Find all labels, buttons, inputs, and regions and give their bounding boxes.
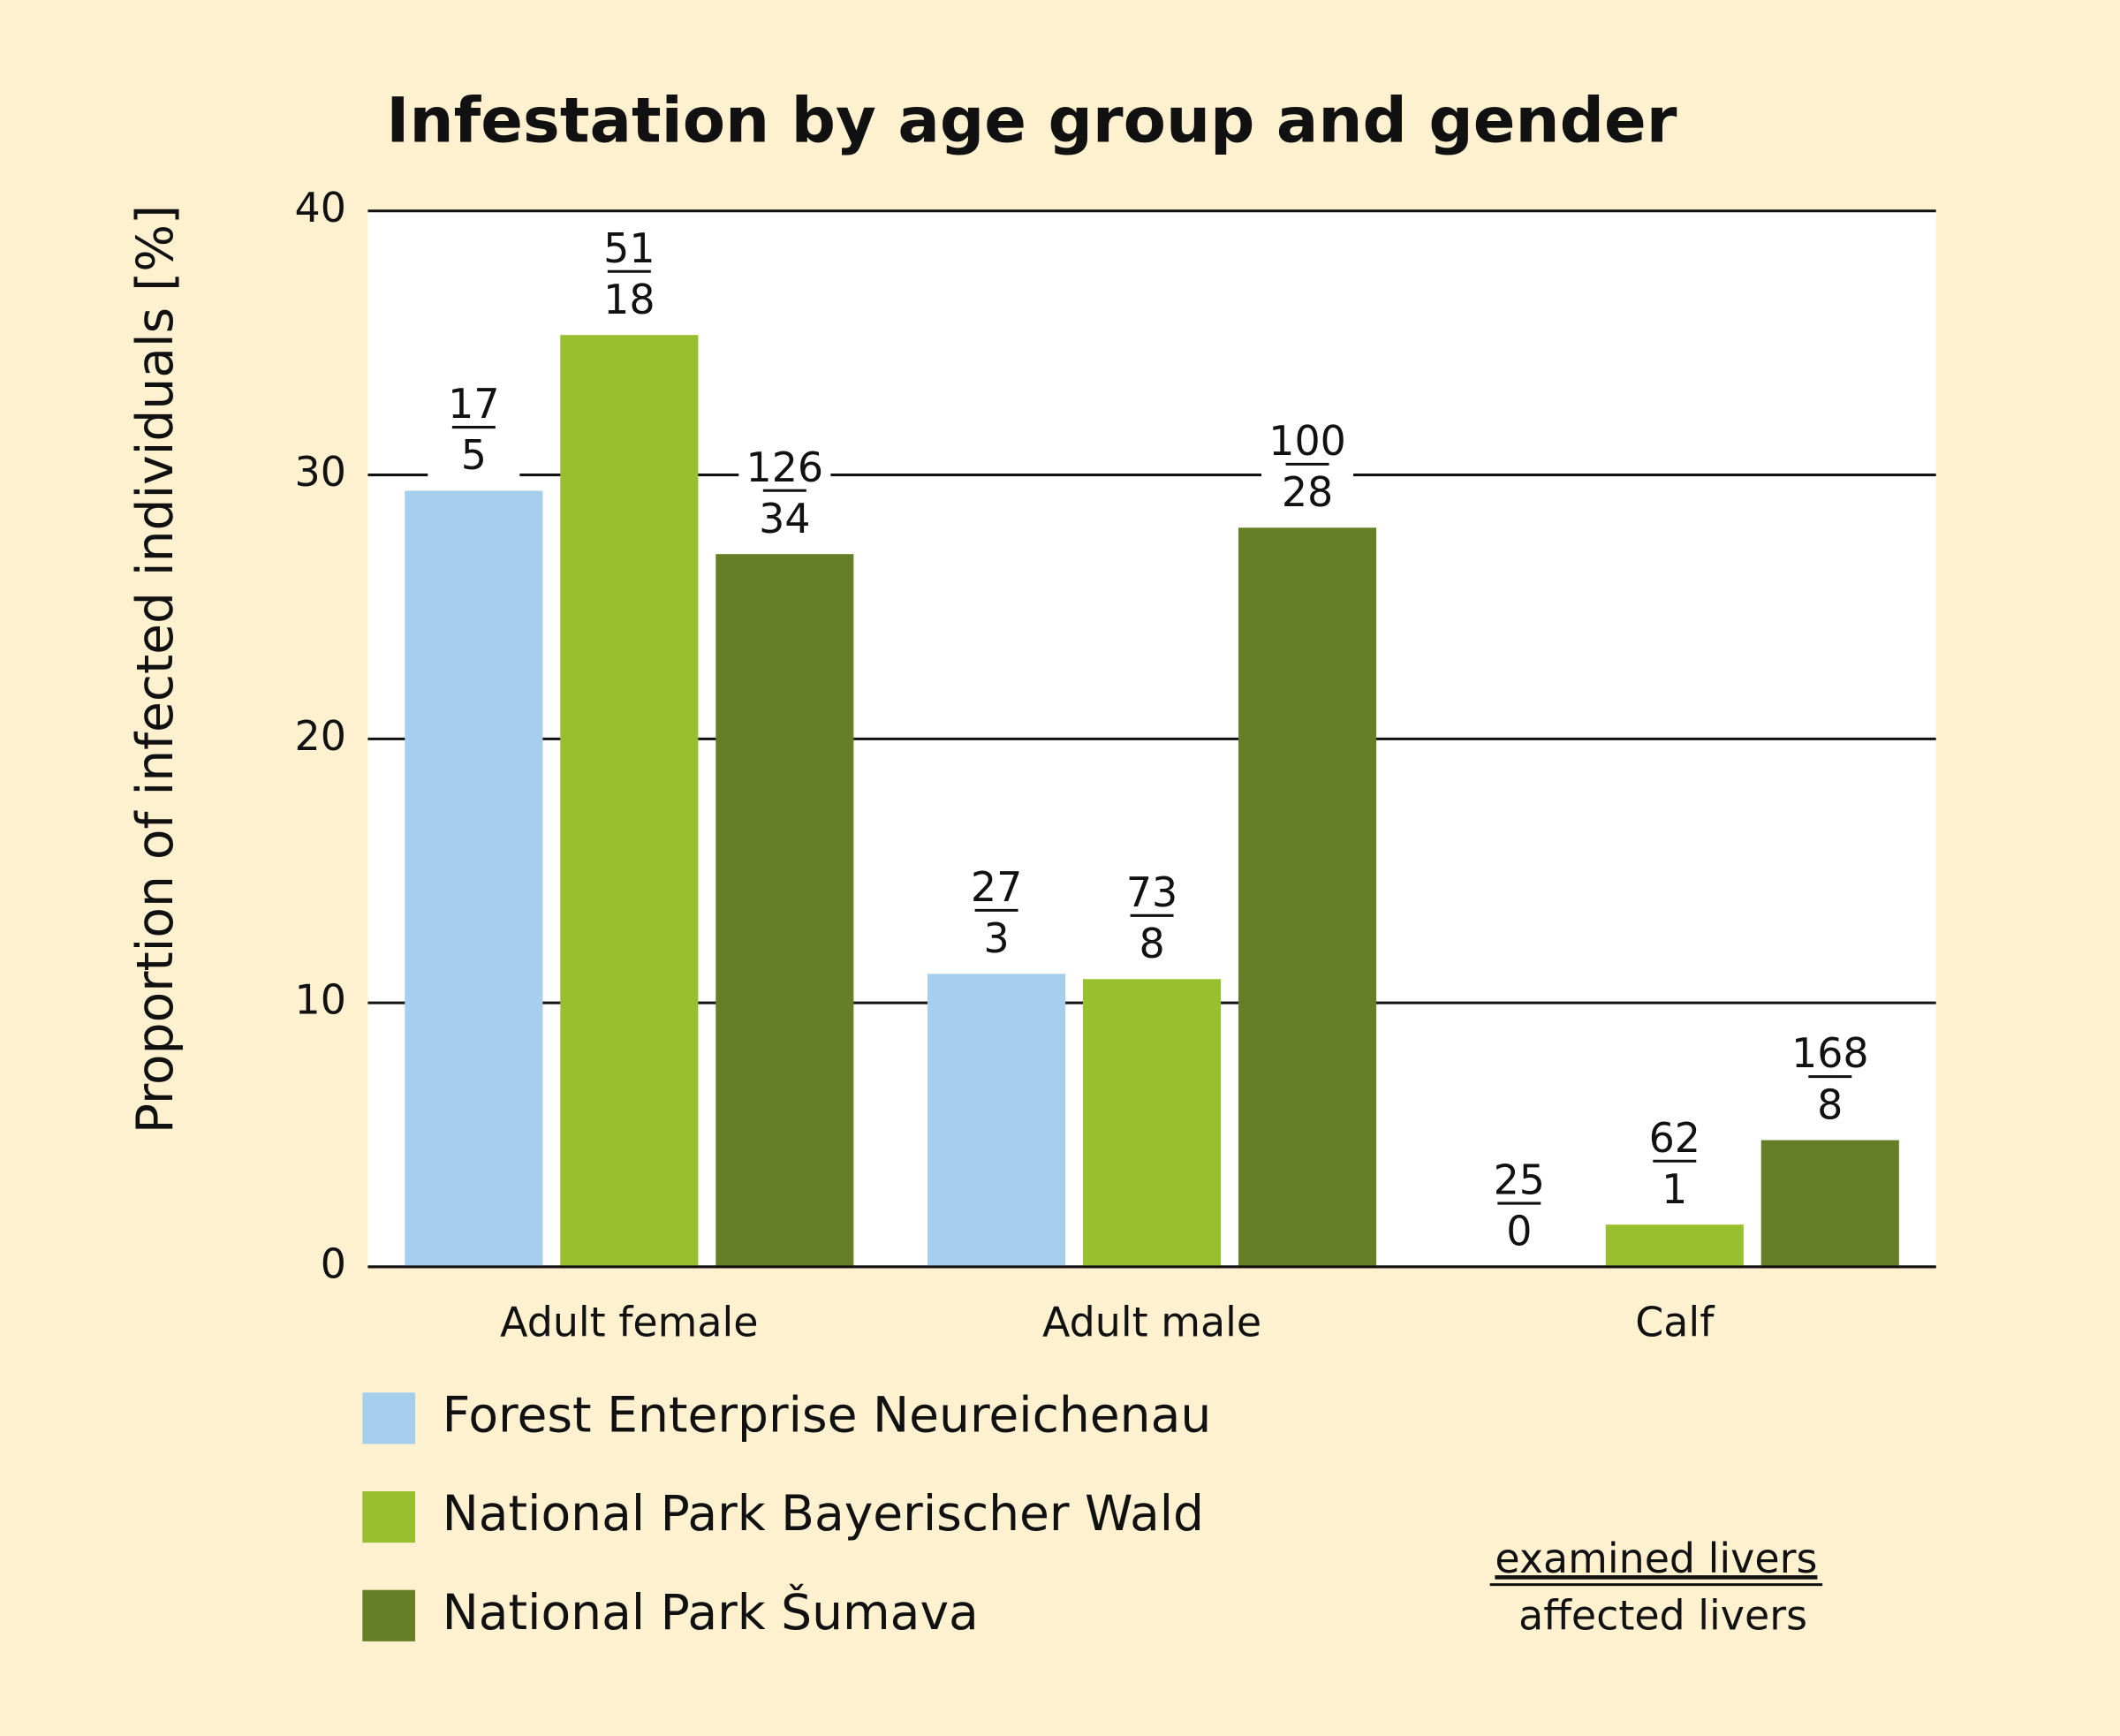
legend-label: National Park Šumava <box>443 1584 979 1641</box>
y-tick-label: 20 <box>295 712 346 760</box>
legend-label: Forest Enterprise Neureichenau <box>443 1386 1212 1443</box>
chart-title: Infestation by age group and gender <box>386 84 1677 156</box>
label-backing <box>1783 1020 1876 1130</box>
affected-label: 8 <box>1139 920 1164 967</box>
examined-label: 62 <box>1649 1114 1700 1162</box>
key-top: examined livers <box>1495 1535 1817 1582</box>
x-tick-label: Adult female <box>500 1298 758 1346</box>
legend-label: National Park Bayerischer Wald <box>443 1485 1204 1542</box>
y-tick-label: 40 <box>295 184 346 231</box>
examined-label: 126 <box>746 443 824 491</box>
bar <box>560 335 699 1267</box>
examined-label: 17 <box>448 380 499 428</box>
affected-label: 8 <box>1817 1080 1843 1128</box>
affected-label: 0 <box>1506 1208 1532 1255</box>
bar <box>1238 527 1377 1267</box>
examined-label: 100 <box>1268 417 1346 465</box>
x-tick-label: Calf <box>1635 1298 1715 1346</box>
legend-swatch <box>362 1589 416 1641</box>
bar <box>1083 979 1222 1267</box>
affected-label: 3 <box>983 914 1009 962</box>
bar <box>716 554 854 1267</box>
affected-label: 28 <box>1282 468 1333 516</box>
y-tick-label: 10 <box>295 976 346 1024</box>
y-tick-label: 0 <box>321 1239 346 1287</box>
examined-label: 73 <box>1126 868 1177 916</box>
bar <box>928 974 1066 1267</box>
y-tick-label: 30 <box>295 448 346 496</box>
examined-label: 25 <box>1494 1156 1545 1204</box>
bar <box>405 490 543 1267</box>
examined-label: 51 <box>603 224 655 272</box>
legend-swatch <box>362 1392 416 1444</box>
label-backing <box>428 371 520 481</box>
affected-label: 1 <box>1662 1165 1687 1213</box>
bar <box>1605 1224 1744 1267</box>
affected-label: 34 <box>759 495 810 542</box>
y-axis-title: Proportion of infected individuals [%] <box>126 205 185 1133</box>
x-tick-label: Adult male <box>1042 1298 1261 1346</box>
label-backing <box>583 216 676 324</box>
affected-label: 18 <box>603 276 655 323</box>
examined-label: 168 <box>1791 1029 1869 1077</box>
legend-swatch <box>362 1491 416 1543</box>
bar <box>1760 1140 1899 1267</box>
affected-label: 5 <box>461 431 487 479</box>
examined-label: 27 <box>971 863 1022 911</box>
key-bottom: affected livers <box>1518 1591 1807 1639</box>
